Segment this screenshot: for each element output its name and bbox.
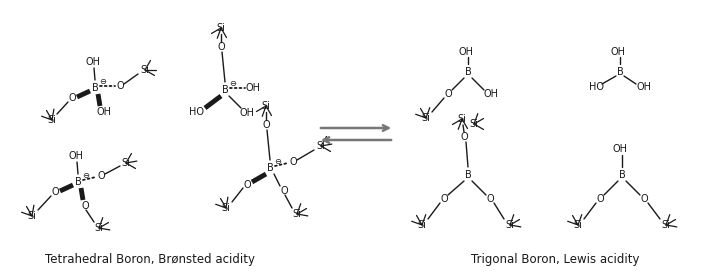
Text: B: B bbox=[465, 67, 472, 77]
Text: O: O bbox=[596, 194, 604, 204]
Text: Si: Si bbox=[317, 141, 325, 151]
Text: ⊖: ⊖ bbox=[230, 79, 236, 88]
Text: Si: Si bbox=[95, 223, 103, 233]
Text: Si: Si bbox=[421, 113, 430, 123]
Text: B: B bbox=[222, 85, 228, 95]
Text: O: O bbox=[289, 157, 297, 167]
Text: O: O bbox=[440, 194, 448, 204]
Text: Si: Si bbox=[470, 119, 478, 129]
Text: Trigonal Boron, Lewis acidity: Trigonal Boron, Lewis acidity bbox=[471, 254, 639, 267]
Text: ⊖: ⊖ bbox=[100, 76, 106, 85]
Text: HO: HO bbox=[190, 107, 205, 117]
Text: O: O bbox=[486, 194, 494, 204]
Text: B: B bbox=[92, 83, 98, 93]
Text: OH: OH bbox=[96, 107, 111, 117]
Text: OH: OH bbox=[610, 47, 625, 57]
Text: Si: Si bbox=[418, 220, 426, 230]
Text: B: B bbox=[266, 163, 274, 173]
Text: Si: Si bbox=[217, 23, 225, 33]
Text: O: O bbox=[243, 180, 251, 190]
Text: Si: Si bbox=[574, 220, 582, 230]
Text: Si: Si bbox=[661, 220, 671, 230]
Text: Si: Si bbox=[222, 203, 230, 213]
Text: OH: OH bbox=[246, 83, 261, 93]
Text: O: O bbox=[81, 201, 89, 211]
Text: ⊖: ⊖ bbox=[274, 156, 281, 165]
Text: Si: Si bbox=[47, 115, 57, 125]
Text: O: O bbox=[97, 171, 105, 181]
Text: B: B bbox=[75, 177, 81, 187]
Text: Si: Si bbox=[27, 211, 37, 221]
Text: O: O bbox=[116, 81, 123, 91]
Text: OH: OH bbox=[636, 82, 651, 92]
Text: B: B bbox=[465, 170, 472, 180]
Text: OH: OH bbox=[459, 47, 473, 57]
Text: O: O bbox=[444, 89, 452, 99]
Text: OH: OH bbox=[68, 151, 83, 161]
Text: Si: Si bbox=[141, 65, 149, 75]
Text: Si: Si bbox=[121, 158, 131, 168]
Text: ⊖: ⊖ bbox=[83, 171, 90, 180]
Text: Si: Si bbox=[457, 114, 467, 124]
Text: O: O bbox=[51, 187, 59, 197]
Text: O: O bbox=[280, 186, 288, 196]
Text: HO: HO bbox=[589, 82, 604, 92]
Text: Si: Si bbox=[505, 220, 514, 230]
Text: Si: Si bbox=[261, 101, 271, 111]
Text: OH: OH bbox=[240, 108, 254, 118]
Text: O: O bbox=[640, 194, 648, 204]
Text: Tetrahedral Boron, Brønsted acidity: Tetrahedral Boron, Brønsted acidity bbox=[45, 254, 255, 267]
Text: O: O bbox=[460, 132, 468, 142]
Text: B: B bbox=[617, 67, 623, 77]
Text: O: O bbox=[217, 42, 225, 52]
Text: OH: OH bbox=[612, 144, 628, 154]
Text: Si: Si bbox=[292, 209, 302, 219]
Text: B: B bbox=[619, 170, 625, 180]
Text: O: O bbox=[68, 93, 76, 103]
Text: OH: OH bbox=[85, 57, 101, 67]
Text: OH: OH bbox=[483, 89, 498, 99]
Text: O: O bbox=[262, 120, 270, 130]
